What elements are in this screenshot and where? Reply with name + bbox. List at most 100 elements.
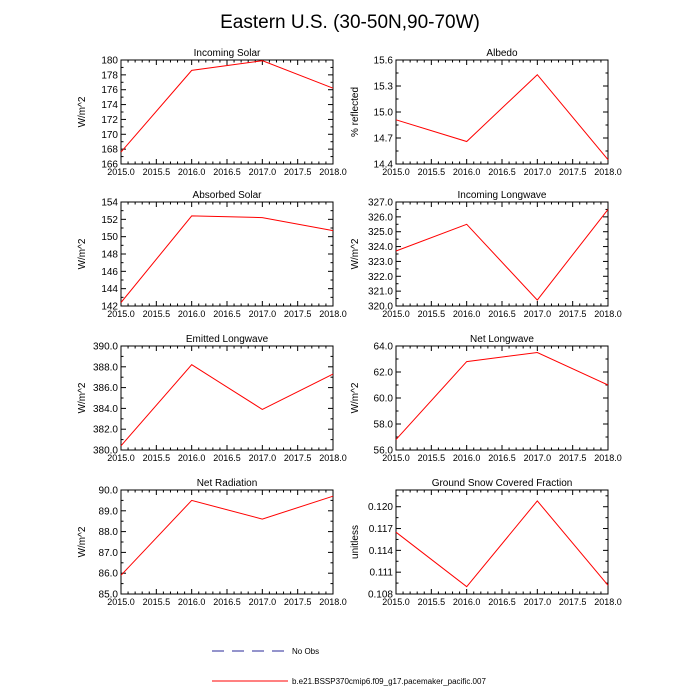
chart-ground-snow-covered-fraction-ytick-label: 0.117 — [369, 524, 394, 535]
chart-absorbed-solar: Absorbed Solar 2015.0 2015.5 2016.0 2016.5 20… — [77, 190, 347, 319]
chart-incoming-longwave-xtick-label: 2017.0 — [524, 309, 552, 319]
chart-absorbed-solar-ytick-label: 150 — [101, 232, 118, 243]
chart-net-radiation-ytick-label: 86.0 — [99, 569, 119, 580]
legend-label-no-obs: No Obs — [292, 647, 319, 656]
chart-incoming-longwave-series-line — [395, 209, 609, 301]
chart-ground-snow-covered-fraction-ytick-label: 0.108 — [368, 590, 393, 601]
chart-absorbed-solar-frame — [120, 201, 334, 307]
chart-incoming-solar-ylabel: W/m^2 — [77, 96, 88, 127]
chart-incoming-solar-xtick-label: 2015.0 — [107, 167, 135, 177]
chart-net-longwave: Net Longwave 2015.0 2015.5 2016.0 2016.5 2017… — [350, 334, 622, 463]
chart-incoming-longwave-xtick-label: 2016.0 — [453, 309, 481, 319]
chart-incoming-longwave-ytick-label: 320.0 — [368, 302, 393, 313]
chart-emitted-longwave-xtick-label: 2016.5 — [213, 453, 241, 463]
chart-incoming-longwave-title: Incoming Longwave — [458, 190, 547, 201]
chart-incoming-longwave-ytick-label: 322.0 — [368, 272, 393, 283]
chart-albedo-xtick-label: 2015.0 — [382, 167, 410, 177]
chart-albedo-xtick-label: 2017.0 — [524, 167, 552, 177]
chart-net-longwave-frame — [395, 345, 609, 451]
chart-absorbed-solar-title: Absorbed Solar — [193, 190, 263, 201]
chart-ground-snow-covered-fraction-xtick-label: 2015.5 — [418, 597, 446, 607]
chart-net-longwave-series-line — [395, 351, 609, 440]
chart-net-longwave-ytick-label: 56.0 — [374, 446, 394, 457]
chart-emitted-longwave-series-line — [120, 364, 334, 447]
chart-albedo-title: Albedo — [486, 48, 518, 59]
chart-albedo-series-line — [395, 73, 609, 161]
chart-absorbed-solar-xtick-label: 2017.0 — [249, 309, 277, 319]
chart-absorbed-solar-ytick-label: 142 — [101, 302, 118, 313]
chart-absorbed-solar-xtick-label: 2015.0 — [107, 309, 135, 319]
figure-title: Eastern U.S. (30-50N,90-70W) — [220, 12, 480, 33]
chart-emitted-longwave-xtick-label: 2017.5 — [284, 453, 312, 463]
chart-net-longwave-ytick-label: 62.0 — [374, 368, 394, 379]
chart-incoming-longwave-ytick-label: 327.0 — [368, 198, 393, 209]
chart-albedo-ytick-label: 14.7 — [374, 134, 394, 145]
chart-emitted-longwave-xtick-label: 2016.0 — [178, 453, 206, 463]
chart-net-radiation-xtick-label: 2015.0 — [107, 597, 135, 607]
chart-emitted-longwave-ytick-label: 380.0 — [93, 446, 118, 457]
chart-albedo-ytick-label: 15.6 — [374, 56, 394, 67]
chart-net-radiation-xtick-label: 2016.0 — [178, 597, 206, 607]
legend-label-model: b.e21.BSSP370cmip6.f09_g17.pacemaker_pac… — [292, 677, 486, 686]
chart-absorbed-solar-ylabel: W/m^2 — [77, 238, 88, 269]
chart-emitted-longwave-ytick-label: 382.0 — [93, 425, 118, 436]
chart-absorbed-solar-xtick-label: 2016.0 — [178, 309, 206, 319]
chart-incoming-longwave-ylabel: W/m^2 — [350, 238, 361, 269]
chart-net-longwave-ytick-label: 60.0 — [374, 394, 394, 405]
chart-incoming-solar-ytick-label: 174 — [101, 100, 118, 111]
chart-incoming-solar-ytick-label: 178 — [101, 70, 118, 81]
chart-net-radiation-xtick-label: 2018.0 — [319, 597, 347, 607]
chart-ground-snow-covered-fraction-ytick-label: 0.111 — [369, 568, 393, 579]
chart-incoming-longwave-frame — [395, 201, 609, 307]
chart-net-radiation-ylabel: W/m^2 — [77, 526, 88, 557]
chart-ground-snow-covered-fraction-xtick-label: 2018.0 — [594, 597, 622, 607]
chart-incoming-longwave-xtick-label: 2015.0 — [382, 309, 410, 319]
chart-net-radiation-xtick-label: 2016.5 — [213, 597, 241, 607]
chart-incoming-solar-ytick-label: 168 — [101, 145, 118, 156]
chart-incoming-solar-ytick-label: 166 — [101, 160, 118, 171]
legend: No Obs b.e21.BSSP370cmip6.f09_g17.pacema… — [212, 647, 486, 686]
chart-emitted-longwave-ylabel: W/m^2 — [77, 382, 88, 413]
chart-albedo-ytick-label: 15.3 — [374, 82, 394, 93]
chart-incoming-longwave-xtick-label: 2016.5 — [488, 309, 516, 319]
chart-emitted-longwave-xtick-label: 2018.0 — [319, 453, 347, 463]
chart-absorbed-solar-ytick-label: 144 — [101, 284, 118, 295]
chart-incoming-solar-xtick-label: 2016.5 — [213, 167, 241, 177]
chart-net-longwave-ylabel: W/m^2 — [350, 382, 361, 413]
chart-emitted-longwave-xtick-label: 2017.0 — [249, 453, 277, 463]
chart-incoming-solar-ytick-label: 172 — [101, 115, 118, 126]
chart-net-longwave-xtick-label: 2018.0 — [594, 453, 622, 463]
chart-incoming-longwave-ytick-label: 324.0 — [368, 242, 393, 253]
chart-emitted-longwave-ytick-label: 384.0 — [93, 404, 118, 415]
chart-albedo-xtick-label: 2016.0 — [453, 167, 481, 177]
chart-incoming-longwave: Incoming Longwave 2015.0 2015.5 2016.0 2016.… — [350, 190, 622, 319]
chart-absorbed-solar-ytick-label: 146 — [101, 267, 118, 278]
chart-albedo-frame — [395, 59, 609, 165]
chart-emitted-longwave-xtick-label: 2015.5 — [143, 453, 171, 463]
chart-albedo-xtick-label: 2015.5 — [418, 167, 446, 177]
chart-ground-snow-covered-fraction-xtick-label: 2016.5 — [488, 597, 516, 607]
chart-emitted-longwave-frame — [120, 345, 334, 451]
chart-emitted-longwave: Emitted Longwave 2015.0 2015.5 2016.0 2016.5… — [77, 334, 347, 463]
chart-net-longwave-xtick-label: 2017.0 — [524, 453, 552, 463]
chart-incoming-longwave-xtick-label: 2017.5 — [559, 309, 587, 319]
chart-incoming-longwave-ytick-label: 325.0 — [368, 227, 393, 238]
chart-net-radiation-title: Net Radiation — [197, 478, 258, 489]
chart-incoming-longwave-xtick-label: 2015.5 — [418, 309, 446, 319]
chart-ground-snow-covered-fraction-xtick-label: 2017.5 — [559, 597, 587, 607]
chart-net-longwave-xtick-label: 2017.5 — [559, 453, 587, 463]
chart-ground-snow-covered-fraction-ylabel: unitless — [350, 525, 361, 559]
chart-emitted-longwave-ytick-label: 390.0 — [93, 342, 118, 353]
chart-ground-snow-covered-fraction-xtick-label: 2015.0 — [382, 597, 410, 607]
chart-emitted-longwave-ytick-label: 386.0 — [93, 383, 118, 394]
chart-incoming-solar-ytick-label: 170 — [101, 130, 118, 141]
chart-ground-snow-covered-fraction-ytick-label: 0.114 — [369, 546, 394, 557]
chart-ground-snow-covered-fraction-series-line — [395, 500, 609, 588]
chart-emitted-longwave-title: Emitted Longwave — [186, 334, 269, 345]
chart-albedo: Albedo 2015.0 2015.5 2016.0 2016.5 2017.0 2017… — [350, 48, 622, 177]
chart-absorbed-solar-xtick-label: 2017.5 — [284, 309, 312, 319]
chart-incoming-longwave-ytick-label: 321.0 — [368, 287, 393, 298]
chart-net-radiation-ytick-label: 85.0 — [99, 590, 119, 601]
chart-incoming-solar: Incoming Solar 2015.0 2015.5 2016.0 2016.5 20… — [77, 48, 347, 177]
